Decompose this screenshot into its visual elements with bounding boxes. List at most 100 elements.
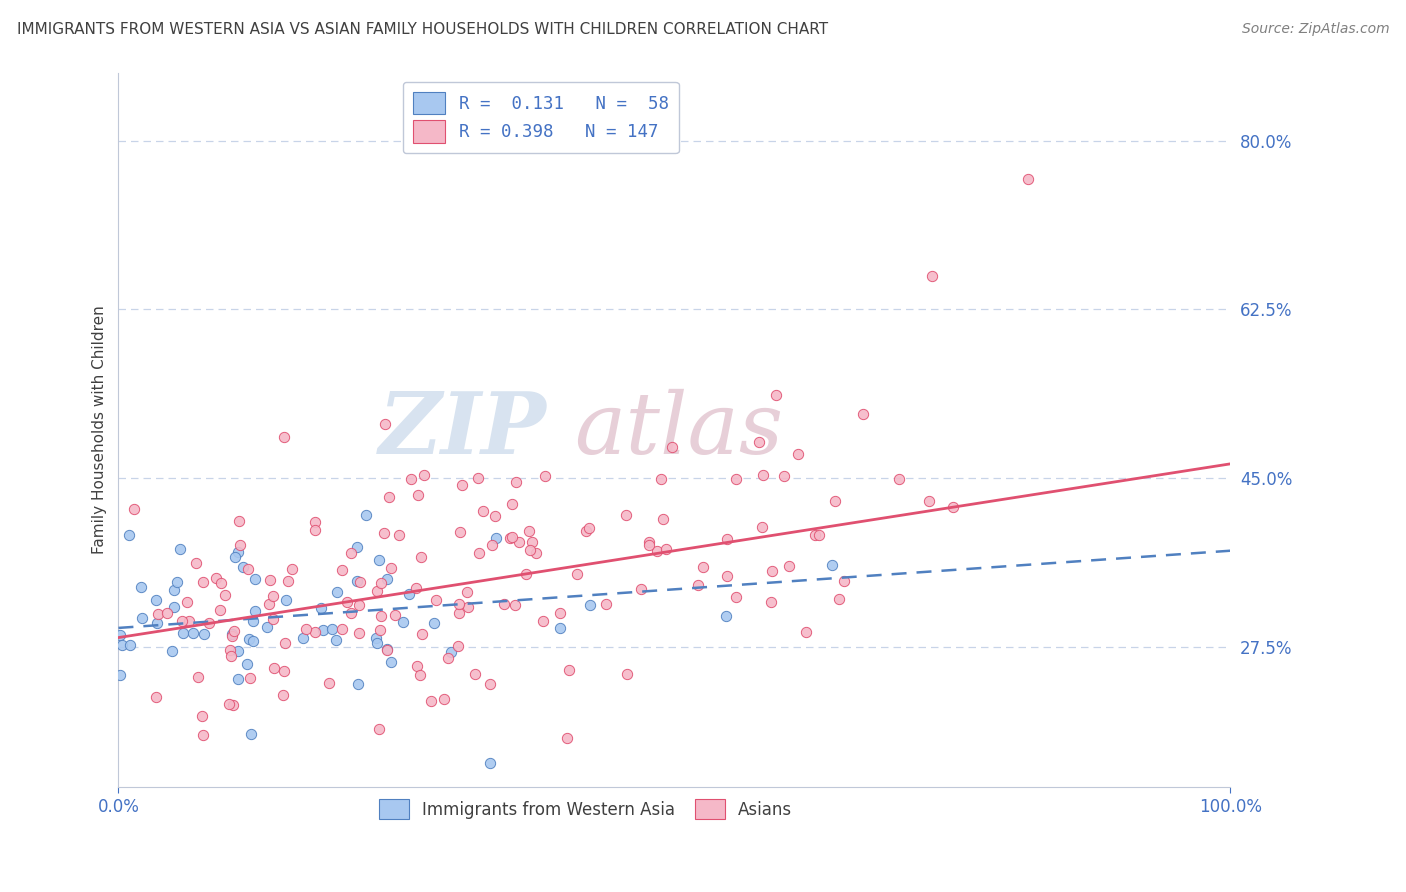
Point [239, 727, 262, 741]
Point [716, 568, 738, 582]
Point [330, 563, 353, 577]
Point [145, 690, 167, 704]
Point [761, 565, 783, 579]
Point [392, 615, 415, 629]
Point [472, 504, 495, 518]
Point [398, 587, 420, 601]
Point [330, 623, 353, 637]
Point [638, 535, 661, 549]
Point [457, 599, 479, 614]
Point [368, 723, 391, 737]
Point [321, 622, 343, 636]
Point [346, 540, 368, 554]
Point [652, 512, 675, 526]
Point [336, 595, 359, 609]
Point [129, 580, 152, 594]
Point [205, 571, 228, 585]
Point [804, 528, 827, 542]
Point [558, 663, 581, 677]
Point [661, 441, 683, 455]
Point [425, 592, 447, 607]
Point [501, 530, 523, 544]
Point [450, 478, 472, 492]
Point [274, 592, 297, 607]
Point [524, 546, 547, 560]
Point [228, 515, 250, 529]
Point [485, 531, 508, 545]
Point [447, 597, 470, 611]
Point [832, 574, 855, 588]
Point [375, 572, 398, 586]
Point [409, 549, 432, 564]
Point [226, 544, 249, 558]
Point [824, 494, 846, 508]
Point [124, 502, 146, 516]
Point [370, 609, 392, 624]
Point [229, 538, 252, 552]
Point [214, 588, 236, 602]
Point [187, 670, 209, 684]
Point [162, 644, 184, 658]
Point [292, 632, 315, 646]
Point [273, 430, 295, 444]
Point [380, 656, 402, 670]
Point [531, 614, 554, 628]
Point [349, 599, 371, 613]
Point [222, 698, 245, 712]
Point [209, 603, 232, 617]
Point [449, 524, 471, 539]
Point [312, 624, 335, 638]
Point [243, 572, 266, 586]
Point [118, 527, 141, 541]
Point [765, 388, 787, 402]
Point [235, 657, 257, 672]
Point [166, 574, 188, 589]
Point [484, 509, 506, 524]
Point [179, 614, 201, 628]
Point [725, 472, 748, 486]
Point [257, 597, 280, 611]
Point [326, 584, 349, 599]
Point [108, 668, 131, 682]
Legend: Immigrants from Western Asia, Asians: Immigrants from Western Asia, Asians [371, 793, 799, 825]
Point [942, 500, 965, 514]
Point [191, 728, 214, 742]
Point [828, 592, 851, 607]
Point [772, 469, 794, 483]
Point [565, 567, 588, 582]
Point [349, 575, 371, 590]
Point [440, 645, 463, 659]
Point [340, 546, 363, 560]
Point [184, 556, 207, 570]
Point [193, 626, 215, 640]
Point [242, 634, 264, 648]
Point [406, 487, 429, 501]
Point [492, 598, 515, 612]
Point [232, 559, 254, 574]
Point [650, 472, 672, 486]
Point [277, 574, 299, 589]
Point [725, 590, 748, 604]
Point [409, 668, 432, 682]
Point [222, 624, 245, 638]
Text: atlas: atlas [574, 389, 783, 471]
Point [170, 614, 193, 628]
Point [176, 594, 198, 608]
Point [716, 532, 738, 546]
Point [146, 607, 169, 622]
Point [479, 756, 502, 770]
Point [325, 632, 347, 647]
Point [239, 671, 262, 685]
Point [464, 667, 486, 681]
Y-axis label: Family Households with Children: Family Households with Children [93, 306, 107, 555]
Point [340, 606, 363, 620]
Point [405, 581, 427, 595]
Point [752, 467, 775, 482]
Point [503, 599, 526, 613]
Point [145, 593, 167, 607]
Point [505, 475, 527, 489]
Point [433, 692, 456, 706]
Point [501, 497, 523, 511]
Point [579, 599, 602, 613]
Point [921, 268, 943, 283]
